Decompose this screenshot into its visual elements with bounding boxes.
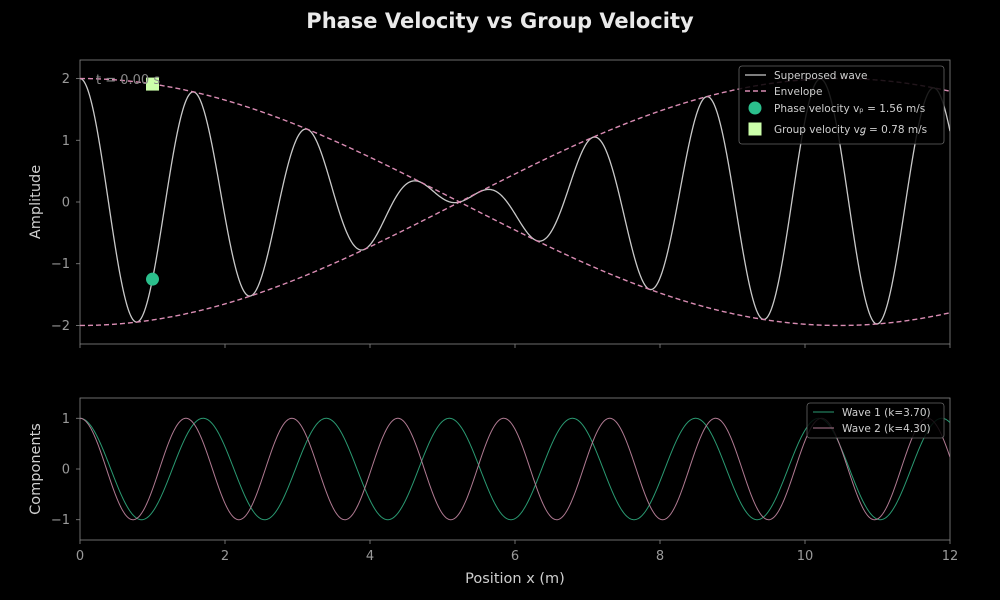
y-tick-label: −2	[51, 319, 70, 334]
x-tick-label: 8	[656, 549, 664, 564]
y-tick-label: 1	[62, 412, 70, 427]
envelope-upper-line	[80, 77, 950, 327]
y-tick-label: 0	[62, 463, 70, 478]
y-tick-label: 2	[62, 72, 70, 87]
legend-swatch-phase	[748, 101, 762, 115]
x-tick-label: 6	[511, 549, 519, 564]
legend-entry: Phase velocity vₚ = 1.56 m/s	[774, 103, 925, 115]
legend-box-top	[738, 65, 945, 145]
x-axis-label: Position x (m)	[465, 571, 565, 587]
x-tick-label: 0	[76, 549, 84, 564]
y-tick-label: 0	[62, 196, 70, 211]
wave-2-line	[80, 417, 950, 521]
y-tick-label: −1	[51, 257, 70, 272]
y-axis-label: Amplitude	[28, 165, 44, 239]
y-axis-label: Components	[28, 423, 44, 515]
y-tick-label: 1	[62, 134, 70, 149]
legend-entry: Group velocity v𝑔 = 0.78 m/s	[774, 124, 927, 136]
y-tick-label: −1	[51, 513, 70, 528]
x-tick-label: 12	[942, 549, 959, 564]
legend-entry: Wave 2 (k=4.30)	[842, 423, 931, 435]
x-tick-label: 2	[221, 549, 229, 564]
x-tick-label: 4	[366, 549, 374, 564]
legend-box-bottom	[806, 402, 945, 439]
plot-area-1	[80, 417, 950, 521]
legend-entry: Superposed wave	[774, 70, 867, 82]
x-tick-label: 10	[797, 549, 814, 564]
legend-entry: Wave 1 (k=3.70)	[842, 407, 931, 419]
phase-velocity-marker	[146, 272, 159, 286]
legend-swatch-group	[748, 122, 762, 136]
wave-1-line	[80, 417, 950, 521]
time-annotation: t = 0.00 s	[96, 73, 160, 88]
group-velocity-marker	[146, 77, 159, 91]
chart-title: Phase Velocity vs Group Velocity	[306, 9, 694, 33]
legend-entry: Envelope	[774, 86, 822, 98]
